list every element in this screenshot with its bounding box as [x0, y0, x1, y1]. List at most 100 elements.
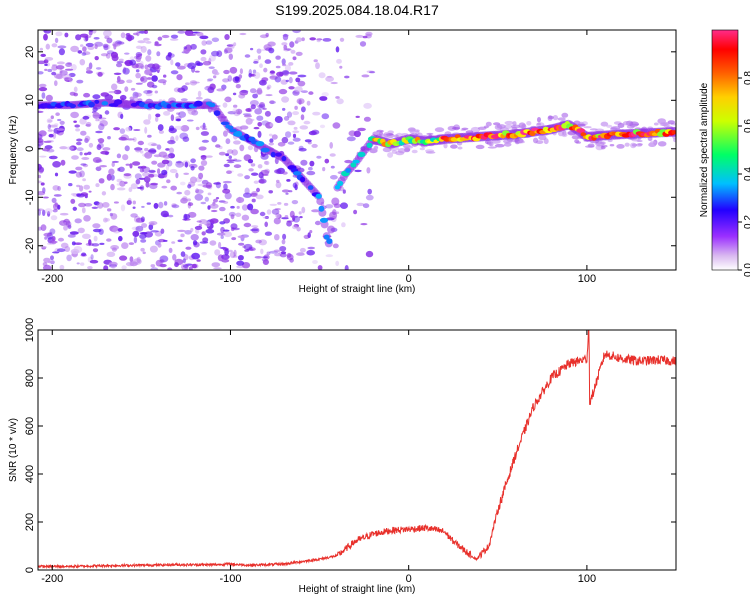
y-tick-label: 1000 [24, 318, 36, 342]
spectrogram-noise-blob [245, 117, 253, 125]
spectrogram-noise-blob [233, 159, 242, 162]
spectrogram-noise-blob [365, 194, 374, 201]
spectrogram-noise-blob [82, 46, 87, 52]
spectrogram-noise-blob [97, 72, 103, 77]
spectrogram-noise-blob [103, 265, 109, 270]
spectrogram-noise-blob [213, 267, 222, 270]
spectrogram-noise-blob [95, 183, 100, 188]
spectrogram-noise-blob [260, 248, 264, 255]
spectrogram-noise-blob [163, 201, 168, 206]
spectrogram-noise-blob [322, 38, 332, 42]
spectrogram-noise-blob [288, 71, 298, 75]
spectrogram-halo-blob [653, 122, 659, 126]
spectrogram-noise-blob [367, 188, 373, 195]
spectrogram-ridge-core [326, 238, 333, 245]
colorbar-tick-label: 0.2 [743, 215, 750, 229]
spectrogram-noise-blob [182, 136, 190, 142]
spectrogram-noise-blob [176, 112, 181, 115]
spectrogram-noise-blob [177, 65, 186, 70]
spectrogram-noise-blob [127, 197, 132, 205]
spectrogram-halo-blob [387, 130, 394, 134]
spectrogram-noise-blob [267, 41, 276, 47]
spectrogram-noise-blob [132, 161, 141, 166]
spectrogram-noise-blob [208, 66, 215, 69]
spectrogram-noise-blob [85, 121, 92, 128]
spectrogram-noise-blob [264, 59, 272, 64]
spectrogram-noise-blob [262, 256, 268, 259]
spectrogram-noise-blob [168, 147, 175, 154]
spectrogram-noise-blob [141, 223, 148, 228]
spectrogram-noise-blob [362, 203, 370, 209]
spectrogram-noise-blob [82, 51, 91, 56]
spectrogram-noise-blob [189, 176, 198, 184]
spectrogram-noise-blob [99, 165, 107, 168]
spectrogram-noise-blob [237, 173, 244, 177]
spectrogram-noise-blob [194, 193, 204, 201]
spectrogram-noise-blob [84, 152, 88, 156]
spectrogram-noise-blob [200, 49, 207, 55]
spectrogram-noise-blob [113, 89, 122, 95]
spectrogram-noise-blob [353, 209, 358, 215]
spectrogram-noise-blob [200, 201, 207, 205]
spectrogram-noise-blob [199, 219, 208, 225]
spectrogram-noise-blob [59, 146, 68, 150]
spectrogram-noise-blob [135, 72, 141, 79]
y-tick-label: 200 [24, 513, 36, 531]
spectrogram-noise-blob [330, 165, 335, 169]
spectrogram-noise-blob [312, 111, 321, 116]
spectrogram-noise-blob [316, 155, 322, 159]
spectrogram-noise-blob [88, 142, 94, 148]
spectrogram-noise-blob [187, 107, 196, 115]
spectrogram-noise-blob [190, 43, 197, 50]
spectrogram-noise-blob [133, 215, 141, 223]
spectrogram-halo-blob [387, 152, 394, 158]
spectrogram-noise-blob [92, 248, 99, 253]
spectrogram-ridge-core [281, 155, 287, 162]
spectrogram-halo-blob [617, 123, 625, 128]
spectrogram-noise-blob [311, 143, 318, 148]
spectrogram-halo-blob [475, 144, 485, 150]
spectrogram-noise-blob [255, 239, 262, 244]
spectrogram-noise-blob [170, 59, 174, 66]
spectrogram-noise-blob [135, 225, 144, 232]
spectrogram-noise-blob [111, 83, 118, 91]
spectrogram-noise-blob [212, 201, 216, 207]
spectrogram-noise-blob [229, 251, 236, 259]
spectrogram-noise-blob [292, 130, 300, 134]
spectrogram-x-axis-label: Height of straight line (km) [299, 284, 416, 295]
y-tick-label: 10 [24, 94, 36, 106]
spectrogram-ridge-core [315, 193, 322, 199]
spectrogram-noise-blob [309, 230, 313, 234]
spectrogram-noise-blob [147, 134, 152, 138]
spectrogram-noise-blob [52, 155, 57, 159]
spectrogram-noise-blob [218, 151, 226, 156]
spectrogram-noise-blob [51, 240, 57, 245]
spectrogram-ridge-core [671, 130, 676, 135]
spectrogram-noise-blob [227, 111, 237, 115]
spectrogram-noise-blob [158, 130, 164, 134]
spectrogram-noise-blob [38, 208, 44, 211]
spectrogram-ridge-core [576, 128, 586, 134]
spectrogram-noise-blob [243, 114, 252, 118]
spectrogram-noise-blob [282, 63, 287, 67]
spectrogram-ridge-core [88, 101, 95, 108]
chart-title: S199.2025.084.18.04.R17 [275, 2, 439, 18]
spectrogram-halo-blob [403, 145, 414, 149]
spectrogram-noise-blob [75, 128, 80, 132]
spectrogram-noise-blob [346, 136, 356, 142]
spectrogram-noise-blob [184, 161, 189, 168]
spectrogram-noise-blob [227, 161, 235, 164]
spectrogram-ridge-halo [316, 197, 325, 206]
spectrogram-noise-blob [274, 76, 282, 83]
spectrogram-noise-blob [242, 113, 252, 116]
spectrogram-noise-blob [138, 177, 145, 180]
spectrogram-noise-blob [216, 88, 225, 92]
spectrogram-noise-blob [53, 194, 62, 197]
spectrogram-halo-blob [548, 115, 554, 120]
spectrogram-noise-blob [191, 263, 197, 269]
spectrogram-noise-blob [321, 92, 329, 97]
spectrogram-noise-blob [176, 191, 182, 195]
spectrogram-halo-blob [504, 120, 514, 125]
spectrogram-noise-blob [244, 249, 250, 252]
spectrogram-noise-blob [257, 130, 262, 138]
